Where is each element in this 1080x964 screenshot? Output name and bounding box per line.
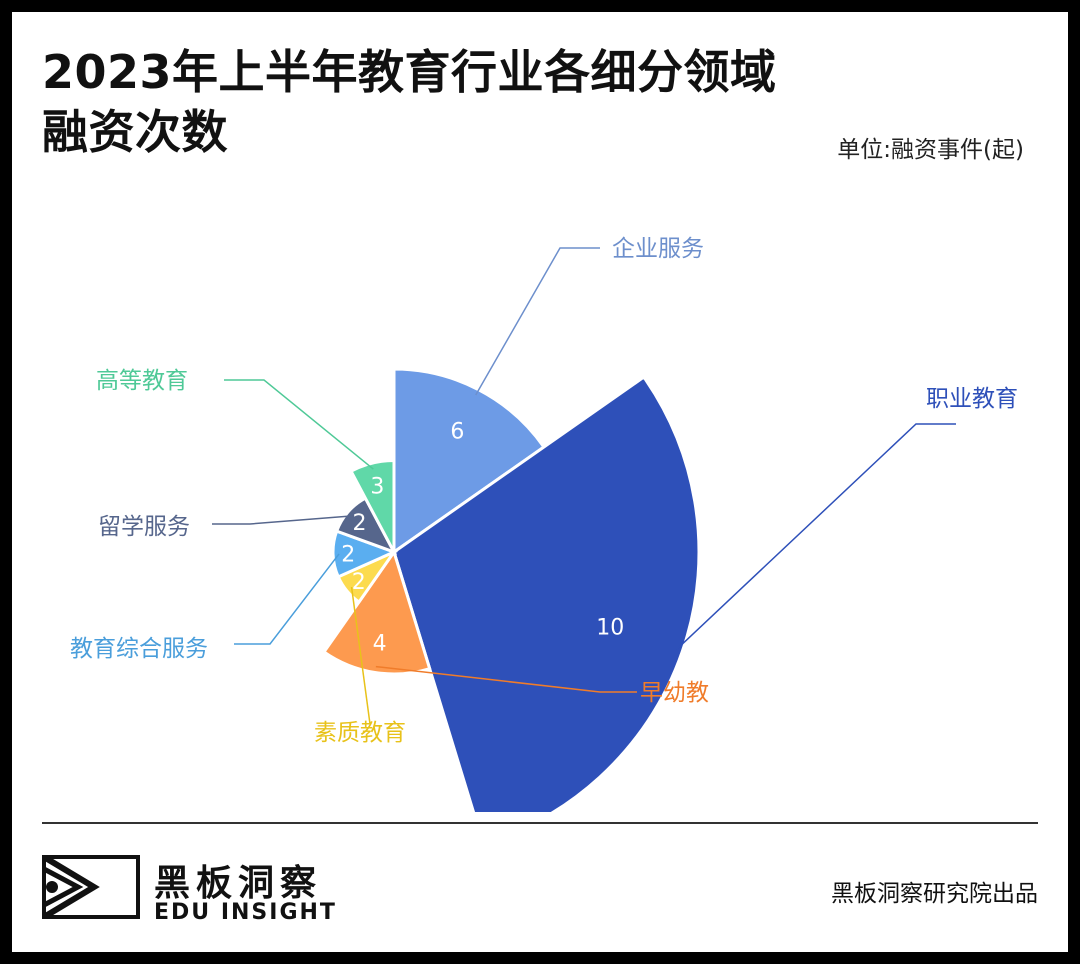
- leader-line-1: [676, 423, 956, 650]
- title-line-2: 融资次数: [42, 105, 228, 159]
- rose-sector-6: [349, 458, 396, 553]
- category-label-0: 企业服务: [612, 236, 704, 262]
- value-label-5: 2: [352, 511, 366, 536]
- category-label-5: 留学服务: [98, 514, 190, 540]
- category-label-4: 教育综合服务: [70, 636, 208, 662]
- category-label-2: 早幼教: [640, 680, 709, 706]
- leader-line-0: [475, 247, 600, 396]
- chart-title: 2023年上半年教育行业各细分领域 融资次数: [42, 42, 777, 162]
- leader-line-3: [350, 586, 371, 725]
- value-label-1: 10: [596, 615, 624, 640]
- brand-name-cn: 黑板洞察: [154, 863, 323, 904]
- category-label-6: 高等教育: [96, 368, 188, 394]
- title-line-1: 2023年上半年教育行业各细分领域: [42, 45, 777, 99]
- chart-card: 2023年上半年教育行业各细分领域 融资次数 单位:融资事件(起) 6 企业服务 1…: [12, 12, 1068, 952]
- rose-sector-2: [321, 548, 432, 676]
- footer-divider: [42, 822, 1038, 824]
- source-credit: 黑板洞察研究院出品: [831, 881, 1038, 907]
- rose-sector-1: [392, 374, 701, 812]
- leader-line-6: [224, 379, 374, 470]
- leader-line-5: [212, 515, 353, 525]
- value-label-3: 2: [352, 570, 366, 595]
- brand-name-en: EDU INSIGHT: [154, 900, 337, 925]
- brand-logo-icon: [42, 855, 140, 919]
- category-label-3: 素质教育: [314, 720, 406, 746]
- value-label-0: 6: [450, 419, 464, 444]
- value-label-4: 2: [341, 543, 355, 568]
- unit-label: 单位:融资事件(起): [837, 137, 1024, 163]
- value-label-6: 3: [370, 474, 384, 499]
- leader-line-2: [375, 665, 637, 693]
- leader-line-4: [234, 553, 340, 645]
- rose-chart: 6 企业服务 10 职业教育 4 早幼教 2 素质教育 2 教育综合服务 2 留学服务 3 高等教育: [70, 236, 1018, 812]
- value-label-2: 4: [373, 631, 387, 656]
- category-label-1: 职业教育: [926, 386, 1018, 412]
